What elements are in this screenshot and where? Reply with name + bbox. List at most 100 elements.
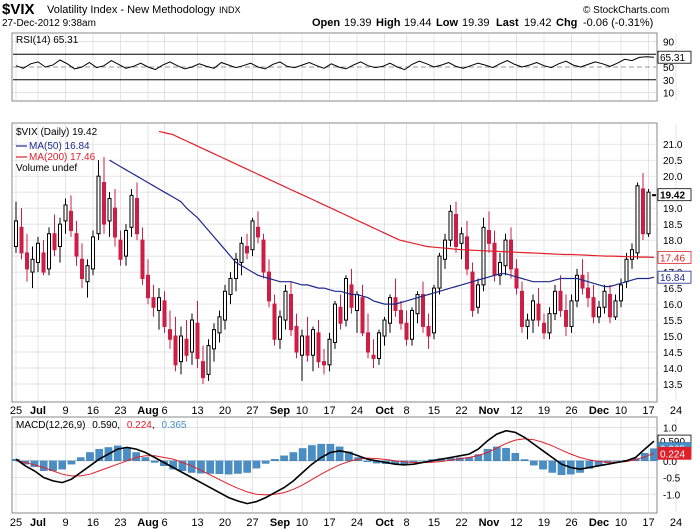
candle-down — [640, 188, 646, 235]
x-tick-label-bottom: 6 — [161, 517, 167, 529]
x-tick-label-bottom: Jul — [30, 517, 46, 529]
candle-down — [184, 338, 189, 356]
rsi-line — [15, 56, 655, 71]
macd-hist-bar — [39, 460, 48, 472]
legend-volume: Volume undef — [16, 163, 77, 174]
candle-down — [151, 297, 156, 308]
macd-hist-bar — [206, 460, 214, 474]
x-tick-label-bottom: 27 — [246, 517, 258, 529]
x-tick-label-bottom: Aug — [137, 517, 158, 529]
x-tick-label: 24 — [351, 405, 363, 417]
low-label: Low — [436, 17, 458, 29]
signal-value-tag-box — [657, 446, 692, 460]
x-tick-label-bottom: 22 — [455, 517, 467, 529]
candle-up — [530, 300, 536, 321]
macd-tick-label: -1.0 — [663, 490, 681, 501]
price-panel — [11, 122, 658, 403]
candle-down — [316, 332, 321, 363]
price-tag-last-box — [657, 188, 692, 202]
macd-hist-bar — [261, 460, 270, 464]
candle-down — [492, 242, 497, 276]
x-tick-label-bottom: 24 — [351, 517, 363, 529]
candle-up — [552, 290, 558, 315]
candle-down — [305, 335, 310, 356]
legend-ma200: MA(200) 17.46 — [29, 152, 96, 163]
candle-up — [354, 293, 360, 311]
macd-hist-bar — [178, 460, 187, 472]
candle-down — [321, 361, 327, 366]
candle-down — [558, 290, 563, 311]
x-tick-label-bottom: 24 — [670, 517, 682, 529]
candle-up — [310, 329, 316, 356]
high-label: High — [376, 17, 401, 29]
candle-up — [437, 255, 442, 289]
x-tick-label: 20 — [219, 405, 231, 417]
candle-down — [167, 329, 173, 340]
candle-down — [195, 322, 200, 359]
x-tick-label: Jul — [30, 405, 46, 417]
x-tick-label-bottom: 19 — [538, 517, 550, 529]
rsi-tick-label: 10 — [663, 89, 675, 100]
x-tick-label: 8 — [403, 405, 409, 417]
symbol: $VIX — [2, 1, 35, 18]
x-tick-label-bottom: 13 — [191, 517, 203, 529]
macd-hist-bar — [123, 447, 131, 461]
x-tick-label: 16 — [87, 405, 99, 417]
x-tick-label-bottom: 10 — [296, 517, 308, 529]
candles — [13, 156, 657, 385]
candle-down — [420, 293, 426, 327]
candle-up — [123, 230, 129, 257]
candle-up — [497, 262, 503, 276]
candle-up — [129, 194, 134, 228]
macd-hist-bar — [113, 445, 122, 461]
candle-up — [459, 233, 464, 244]
legend-ma50: MA(50) 16.84 — [29, 141, 90, 152]
x-tick-label: 26 — [565, 405, 577, 417]
x-tick-label: 24 — [670, 405, 682, 417]
exchange: INDX — [219, 5, 241, 15]
candle-up — [343, 277, 349, 321]
svg-text:MACD(12,26,9) 0.590,: MACD(12,26,9) 0.590, 0.224, 0.365 — [16, 420, 187, 431]
candle-down — [74, 233, 79, 257]
macd-tick-label: 1.0 — [663, 423, 677, 434]
x-tick-label: Sep — [270, 405, 290, 417]
price-tag-ma50-box — [657, 270, 692, 284]
candle-up — [30, 258, 35, 273]
candle-up — [327, 338, 332, 366]
x-tick-label: 27 — [246, 405, 258, 417]
price-tick-label: 19.0 — [663, 204, 683, 215]
candle-up — [613, 300, 618, 318]
candle-down — [112, 207, 118, 238]
candle-down — [261, 239, 266, 273]
candle-down — [24, 252, 30, 270]
macd-hist-bar — [474, 454, 483, 461]
macd-hist-bar — [271, 458, 279, 461]
macd-hist-bar — [530, 460, 538, 466]
candle-down — [255, 226, 261, 238]
x-tick-label-bottom: 10 — [615, 517, 627, 529]
candle-up — [178, 335, 184, 363]
candle-up — [629, 249, 635, 260]
macd-hist-bar — [585, 460, 594, 469]
chg-value: -0.06 (-0.31%) — [583, 17, 653, 29]
price-tag-ma200-box — [657, 250, 692, 264]
candle-down — [68, 210, 74, 232]
candle-down — [294, 325, 299, 353]
macd-hist-bar — [215, 460, 224, 475]
date-time: 27-Dec-2012 9:38am — [2, 18, 96, 29]
x-tick-label-bottom: 17 — [642, 517, 654, 529]
price-tick-label: 21.0 — [663, 140, 683, 151]
candle-up — [442, 239, 448, 260]
x-tick-label: 23 — [114, 405, 126, 417]
rsi-tick-label: 30 — [663, 76, 675, 87]
candle-up — [618, 284, 624, 302]
rsi-value-tag: 65.31 — [660, 53, 685, 64]
macd-label: MACD(12,26,9) 0.590, 0.224, 0.365 — [16, 420, 187, 431]
price-tick-label: 14.0 — [663, 364, 683, 375]
candle-down — [591, 297, 596, 318]
signal-value-tag: 0.224 — [660, 449, 685, 460]
candle-down — [371, 354, 376, 359]
candle-up — [57, 223, 63, 248]
x-tick-label: 12 — [510, 405, 522, 417]
candle-down — [41, 252, 46, 273]
